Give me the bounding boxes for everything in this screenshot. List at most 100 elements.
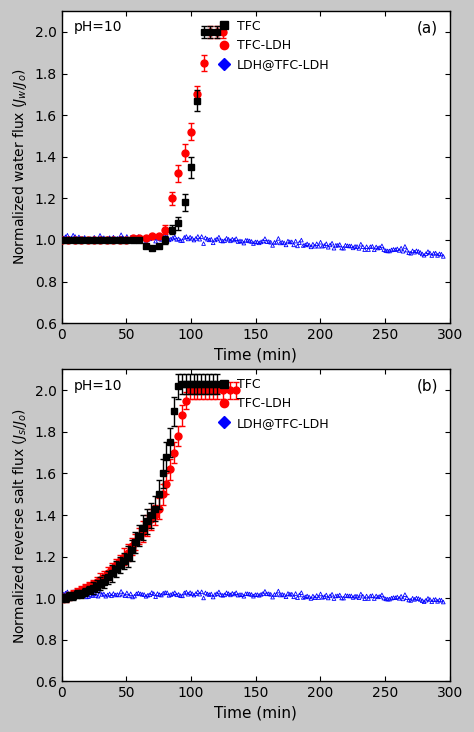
Point <box>336 589 344 601</box>
Point <box>288 589 296 600</box>
Point <box>119 232 127 244</box>
Point <box>328 589 336 600</box>
Point <box>182 586 190 598</box>
Point <box>417 594 424 605</box>
Point <box>294 592 301 604</box>
Point <box>340 242 347 254</box>
Point <box>273 236 280 248</box>
Point <box>113 233 121 244</box>
Point <box>271 589 278 600</box>
Point <box>65 232 73 244</box>
Point <box>194 586 201 598</box>
Point <box>357 589 365 600</box>
Point <box>365 244 372 255</box>
Point <box>227 235 234 247</box>
Point <box>420 250 428 261</box>
Point <box>254 236 261 248</box>
Text: (b): (b) <box>417 379 438 394</box>
Point <box>181 231 188 243</box>
Point <box>411 247 419 258</box>
Point <box>92 589 100 601</box>
Point <box>388 592 395 604</box>
Point <box>119 589 127 600</box>
Point <box>81 231 89 243</box>
Point <box>198 586 205 598</box>
Point <box>152 235 159 247</box>
Point <box>238 589 246 600</box>
Point <box>215 586 223 598</box>
Point <box>439 250 447 262</box>
Point <box>401 241 409 253</box>
Point <box>200 592 207 604</box>
Point <box>173 589 181 601</box>
Point <box>104 589 111 601</box>
Point <box>395 244 403 256</box>
Point <box>328 237 336 249</box>
Point <box>294 240 301 252</box>
Point <box>87 233 94 244</box>
Point <box>390 591 397 603</box>
Point <box>108 234 115 246</box>
Point <box>338 592 346 604</box>
Point <box>67 232 75 244</box>
Point <box>169 588 177 600</box>
Point <box>184 233 192 244</box>
Point <box>263 236 271 247</box>
Point <box>280 589 288 601</box>
Point <box>225 588 232 600</box>
Point <box>334 590 342 602</box>
Point <box>73 233 81 244</box>
Point <box>278 236 286 248</box>
Point <box>98 589 106 600</box>
Point <box>177 590 184 602</box>
Point <box>365 593 372 605</box>
Point <box>228 234 236 245</box>
Point <box>184 589 192 600</box>
Point <box>397 242 405 254</box>
Point <box>211 589 219 600</box>
Point <box>413 592 420 604</box>
Point <box>307 241 315 253</box>
Point <box>399 593 407 605</box>
Point <box>332 239 340 251</box>
Point <box>301 239 309 251</box>
Point <box>167 233 175 244</box>
Point <box>129 235 137 247</box>
Point <box>164 231 171 243</box>
Point <box>369 241 376 253</box>
Point <box>340 592 347 604</box>
Point <box>152 591 159 602</box>
Point <box>357 239 365 250</box>
Point <box>439 596 447 608</box>
Point <box>138 232 146 244</box>
Point <box>98 232 106 244</box>
Point <box>242 234 249 246</box>
Point <box>436 248 443 260</box>
Point <box>204 588 211 600</box>
Point <box>428 596 436 608</box>
Point <box>432 247 439 259</box>
Point <box>160 587 167 599</box>
Point <box>186 587 194 599</box>
Point <box>252 589 259 600</box>
Point <box>77 233 85 244</box>
Point <box>123 587 131 599</box>
Point <box>392 244 399 255</box>
Point <box>409 592 416 604</box>
Point <box>438 594 445 606</box>
Point <box>242 588 249 600</box>
Point <box>384 594 392 605</box>
Point <box>342 239 349 251</box>
Point <box>305 591 313 602</box>
Point <box>137 588 144 600</box>
Point <box>255 589 263 601</box>
Point <box>211 234 219 246</box>
Point <box>140 589 148 600</box>
Point <box>374 591 382 602</box>
Point <box>397 591 405 602</box>
Point <box>282 591 290 602</box>
Point <box>194 231 201 242</box>
Point <box>313 590 320 602</box>
Point <box>131 590 138 602</box>
Point <box>351 590 359 602</box>
